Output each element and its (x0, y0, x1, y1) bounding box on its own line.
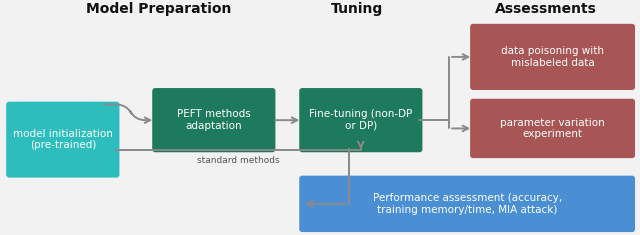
Text: PEFT methods
adaptation: PEFT methods adaptation (177, 109, 251, 131)
Text: data poisoning with
mislabeled data: data poisoning with mislabeled data (501, 46, 604, 68)
Text: standard methods: standard methods (197, 156, 280, 165)
Text: Model Preparation: Model Preparation (86, 2, 231, 16)
FancyBboxPatch shape (470, 99, 635, 158)
FancyBboxPatch shape (6, 102, 120, 178)
Text: Fine-tuning (non-DP
or DP): Fine-tuning (non-DP or DP) (309, 109, 413, 131)
FancyBboxPatch shape (300, 88, 422, 152)
Text: Assessments: Assessments (495, 2, 596, 16)
Text: Tuning: Tuning (331, 2, 383, 16)
Text: Performance assessment (accuracy,
training memory/time, MIA attack): Performance assessment (accuracy, traini… (372, 193, 562, 215)
FancyBboxPatch shape (300, 176, 635, 232)
Text: model initialization
(pre-trained): model initialization (pre-trained) (13, 129, 113, 150)
FancyBboxPatch shape (152, 88, 275, 152)
Text: parameter variation
experiment: parameter variation experiment (500, 118, 605, 139)
FancyBboxPatch shape (470, 24, 635, 90)
